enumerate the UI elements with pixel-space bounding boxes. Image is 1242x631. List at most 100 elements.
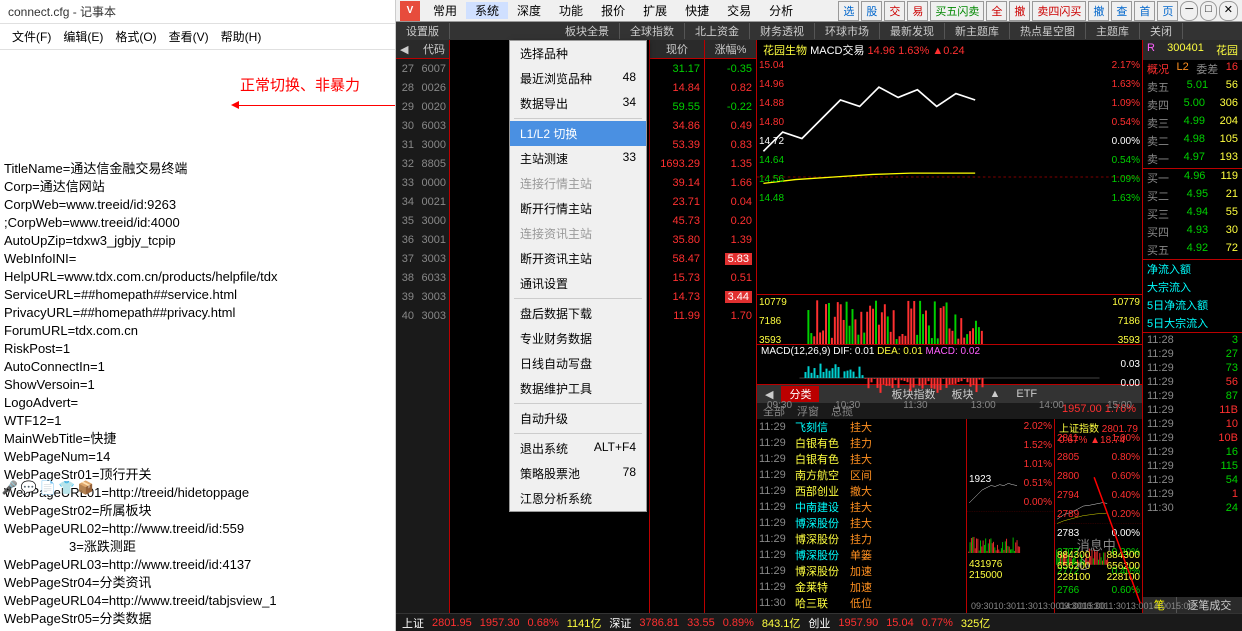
dropdown-item[interactable]: 通讯设置 xyxy=(510,271,646,296)
dropdown-item[interactable]: 江恩分析系统 xyxy=(510,486,646,511)
menu-quick[interactable]: 快捷 xyxy=(676,2,718,19)
list-item[interactable]: 11:29南方航空区间 xyxy=(757,467,966,483)
window-control[interactable]: ─ xyxy=(1180,1,1198,21)
toolbar-btn[interactable]: 股 xyxy=(861,1,882,21)
tab[interactable]: 全球指数 xyxy=(620,23,685,39)
tab[interactable]: 环球市场 xyxy=(815,23,880,39)
dropdown-item[interactable]: 连接资讯主站 xyxy=(510,221,646,246)
tab[interactable]: 最新发现 xyxy=(880,23,945,39)
config-line: WebPageURL04=http://www.treeid/tabjsview… xyxy=(4,592,391,610)
table-row[interactable]: 403003 xyxy=(396,306,449,325)
dropdown-item[interactable]: 选择品种 xyxy=(510,41,646,66)
orderbook-row: 买二4.9521 xyxy=(1143,187,1242,205)
table-row[interactable]: 328805 xyxy=(396,154,449,173)
list-item[interactable]: 11:29西部创业撤大 xyxy=(757,483,966,499)
menu-file[interactable]: 文件(F) xyxy=(8,26,55,47)
menu-func[interactable]: 功能 xyxy=(550,2,592,19)
dropdown-item[interactable]: 专业财务数据 xyxy=(510,326,646,351)
table-row[interactable]: 386033 xyxy=(396,268,449,287)
table-row[interactable]: 363001 xyxy=(396,230,449,249)
tab[interactable]: 设置版 xyxy=(396,23,450,39)
dropdown-item[interactable]: 最近浏览品种48 xyxy=(510,66,646,91)
table-row[interactable]: 313000 xyxy=(396,135,449,154)
dropdown-item[interactable]: 数据导出34 xyxy=(510,91,646,116)
notepad-title: connect.cfg - 记事本 xyxy=(0,0,395,24)
table-row[interactable]: 353000 xyxy=(396,211,449,230)
chart-area: 花园生物 MACD交易 14.96 1.63% ▲0.24 15.0414.96… xyxy=(757,40,1142,613)
menu-system[interactable]: 系统 xyxy=(466,2,508,19)
tab[interactable]: 热点星空图 xyxy=(1010,23,1086,39)
toolbar-btn[interactable]: 查 xyxy=(1111,1,1132,21)
dropdown-item[interactable]: 盘后数据下载 xyxy=(510,301,646,326)
toolbar-btn[interactable]: 卖四闪买 xyxy=(1032,1,1086,21)
toolbar-btn[interactable]: 撤 xyxy=(1009,1,1030,21)
table-row[interactable]: 373003 xyxy=(396,249,449,268)
dropdown-item[interactable]: 断开资讯主站 xyxy=(510,246,646,271)
list-item[interactable]: 11:29飞刻信挂大 xyxy=(757,419,966,435)
tab[interactable]: 新主题库 xyxy=(945,23,1010,39)
menu-quote[interactable]: 报价 xyxy=(592,2,634,19)
list-item[interactable]: 11:29中南建设挂大 xyxy=(757,499,966,515)
toolbar-btn[interactable]: 买五闪卖 xyxy=(930,1,984,21)
chat-icon[interactable]: 💬 xyxy=(21,480,37,496)
dropdown-item[interactable]: 日线自动写盘 xyxy=(510,351,646,376)
table-row[interactable]: 306003 xyxy=(396,116,449,135)
dropdown-item[interactable]: 策略股票池78 xyxy=(510,461,646,486)
dropdown-item[interactable]: 自动升级 xyxy=(510,406,646,431)
list-item[interactable]: 11:30哈三联低位 xyxy=(757,595,966,611)
menu-edit[interactable]: 编辑(E) xyxy=(59,26,107,47)
menu-analysis[interactable]: 分析 xyxy=(760,2,802,19)
table-row[interactable]: 330000 xyxy=(396,173,449,192)
menu-format[interactable]: 格式(O) xyxy=(111,26,160,47)
dropdown-item[interactable]: L1/L2 切换 xyxy=(510,121,646,146)
tdx-main: ◀代码 276007280026290020306003313000328805… xyxy=(396,40,1242,613)
box-icon[interactable]: 📦 xyxy=(78,480,94,496)
mic-icon[interactable]: 🎤 xyxy=(2,480,18,496)
toolbar-btn[interactable]: 撤 xyxy=(1088,1,1109,21)
config-line: MainWebTitle=快捷 xyxy=(4,430,391,448)
list-item[interactable]: 11:29博深股份挂力 xyxy=(757,531,966,547)
dropdown-item[interactable]: 退出系统ALT+F4 xyxy=(510,436,646,461)
dropdown-item[interactable]: 断开行情主站 xyxy=(510,196,646,221)
table-row[interactable]: 276007 xyxy=(396,59,449,78)
tab[interactable]: 财务透视 xyxy=(750,23,815,39)
tab[interactable]: 关闭 xyxy=(1140,23,1183,39)
tab[interactable]: 板块全景 xyxy=(555,23,620,39)
toolbar-btn[interactable]: 页 xyxy=(1157,1,1178,21)
message-center-label: 消息中心 xyxy=(1077,535,1121,573)
table-row[interactable]: 280026 xyxy=(396,78,449,97)
shirt-icon[interactable]: 👕 xyxy=(59,480,75,496)
notepad-text-area[interactable]: 正常切换、非暴力 🎤 💬 📄 👕 📦 TitleName=通达信金融交易终端Co… xyxy=(0,50,395,631)
status-value: 3786.81 xyxy=(639,617,679,629)
dropdown-item[interactable]: 主站测速33 xyxy=(510,146,646,171)
list-item[interactable]: 11:29白银有色挂力 xyxy=(757,435,966,451)
window-control[interactable]: ✕ xyxy=(1219,1,1238,21)
list-item[interactable]: 11:29博深股份挂大 xyxy=(757,515,966,531)
config-line: WebPageStr02=所属板块 xyxy=(4,502,391,520)
window-control[interactable]: □ xyxy=(1200,1,1217,21)
table-row[interactable]: 290020 xyxy=(396,97,449,116)
menu-depth[interactable]: 深度 xyxy=(508,2,550,19)
doc-icon[interactable]: 📄 xyxy=(40,480,56,496)
toolbar-btn[interactable]: 交 xyxy=(884,1,905,21)
menu-help[interactable]: 帮助(H) xyxy=(217,26,266,47)
dropdown-item[interactable]: 数据维护工具 xyxy=(510,376,646,401)
toolbar-btn[interactable]: 易 xyxy=(907,1,928,21)
menu-view[interactable]: 查看(V) xyxy=(165,26,213,47)
tab[interactable]: 主题库 xyxy=(1086,23,1140,39)
toolbar-btn[interactable]: 首 xyxy=(1134,1,1155,21)
toolbar-btn[interactable]: 选 xyxy=(838,1,859,21)
table-row[interactable]: 393003 xyxy=(396,287,449,306)
table-row[interactable]: 340021 xyxy=(396,192,449,211)
tab[interactable]: 北上资金 xyxy=(685,23,750,39)
menu-trade[interactable]: 交易 xyxy=(718,2,760,19)
list-item[interactable]: 11:29金莱特加速 xyxy=(757,579,966,595)
toolbar-btn[interactable]: 全 xyxy=(986,1,1007,21)
dropdown-item[interactable]: 连接行情主站 xyxy=(510,171,646,196)
list-item[interactable]: 11:29博深股份加速 xyxy=(757,563,966,579)
status-value: 2801.95 xyxy=(432,617,472,629)
list-item[interactable]: 11:29白银有色挂大 xyxy=(757,451,966,467)
menu-ext[interactable]: 扩展 xyxy=(634,2,676,19)
menu-common[interactable]: 常用 xyxy=(424,2,466,19)
list-item[interactable]: 11:29博深股份单篓 xyxy=(757,547,966,563)
